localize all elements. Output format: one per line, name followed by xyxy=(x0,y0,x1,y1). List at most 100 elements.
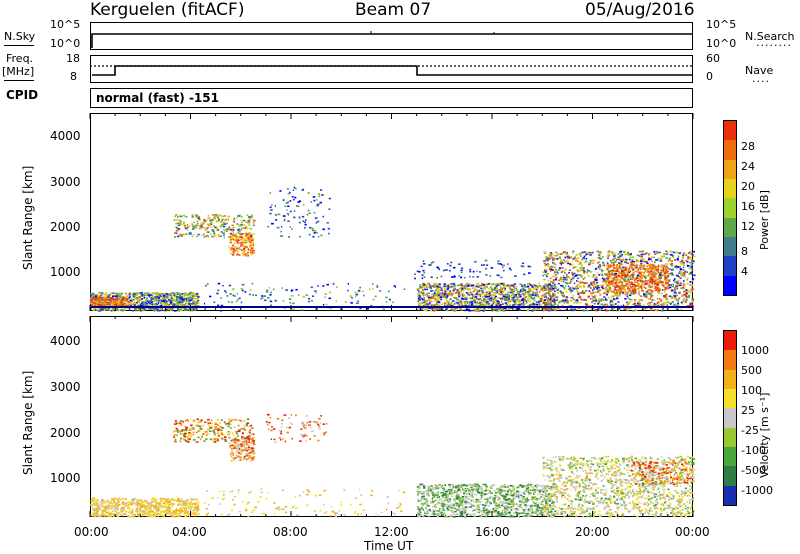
scatter-cell xyxy=(159,299,161,302)
scatter-cell xyxy=(105,294,107,296)
scatter-cell xyxy=(119,303,122,305)
scatter-cell xyxy=(675,264,678,267)
scatter-cell xyxy=(237,231,240,234)
scatter-cell xyxy=(458,263,461,265)
scatter-cell xyxy=(563,302,566,304)
scatter-cell xyxy=(509,269,512,271)
scatter-cell xyxy=(598,268,600,271)
scatter-cell xyxy=(460,271,463,274)
scatter-cell xyxy=(134,308,137,311)
scatter-cell xyxy=(572,276,575,278)
scatter-cell xyxy=(235,217,238,219)
scatter-cell xyxy=(175,219,178,221)
scatter-cell xyxy=(446,263,449,265)
scatter-cell xyxy=(563,275,565,277)
scatter-cell xyxy=(90,297,92,300)
scatter-cell xyxy=(608,284,611,286)
scatter-cell xyxy=(418,296,420,298)
scatter-cell xyxy=(471,294,474,296)
scatter-cell xyxy=(647,286,651,288)
scatter-cell xyxy=(430,290,434,292)
scatter-cell xyxy=(225,230,229,232)
scatter-cell xyxy=(318,235,320,238)
scatter-cell xyxy=(115,307,119,310)
scatter-cell xyxy=(687,255,690,258)
scatter-cell xyxy=(172,304,175,307)
scatter-cell xyxy=(249,241,252,244)
scatter-cell xyxy=(519,300,521,303)
scatter-cell xyxy=(236,253,239,256)
scatter-cell xyxy=(99,308,103,311)
scatter-cell xyxy=(251,237,254,240)
scatter-cell xyxy=(644,287,647,289)
scatter-cell xyxy=(468,304,471,307)
scatter-cell xyxy=(106,299,109,302)
scatter-cell xyxy=(135,302,138,304)
scatter-cell xyxy=(247,216,251,218)
scatter-cell xyxy=(648,252,651,255)
scatter-cell xyxy=(472,276,475,278)
scatter-cell xyxy=(507,263,509,265)
scatter-cell xyxy=(252,249,255,252)
scatter-cell xyxy=(522,304,524,307)
scatter-cell xyxy=(220,235,222,237)
scatter-cell xyxy=(535,285,539,287)
scatter-cell xyxy=(459,307,461,310)
scatter-cell xyxy=(242,245,245,247)
scatter-cell xyxy=(662,307,664,310)
scatter-cell xyxy=(622,266,625,268)
scatter-cell xyxy=(472,287,476,289)
scatter-cell xyxy=(143,296,146,299)
scatter-cell xyxy=(329,291,332,294)
scatter-cell xyxy=(687,296,690,298)
scatter-cell xyxy=(659,298,661,300)
scatter-cell xyxy=(499,285,502,288)
scatter-cell xyxy=(449,294,452,296)
scatter-cell xyxy=(99,299,101,302)
scatter-cell xyxy=(92,302,95,304)
scatter-cell xyxy=(423,293,426,295)
scatter-cell xyxy=(544,308,547,311)
scatter-cell xyxy=(205,235,208,237)
scatter-cell xyxy=(660,282,663,285)
scatter-cell xyxy=(482,264,486,266)
scatter-cell xyxy=(687,265,690,267)
scatter-cell xyxy=(245,225,247,228)
scatter-cell xyxy=(149,308,152,310)
scatter-cell xyxy=(640,265,642,268)
scatter-cell xyxy=(161,302,164,304)
scatter-cell xyxy=(561,294,564,296)
scatter-cell xyxy=(188,232,192,234)
scatter-cell xyxy=(692,260,695,262)
scatter-cell xyxy=(98,302,100,305)
scatter-cell xyxy=(609,299,612,302)
scatter-cell xyxy=(596,250,599,253)
scatter-cell xyxy=(682,284,684,286)
scatter-cell xyxy=(603,292,606,295)
scatter-cell xyxy=(232,224,234,227)
scatter-cell xyxy=(520,303,522,305)
scatter-cell xyxy=(177,292,180,294)
scatter-cell xyxy=(534,294,537,297)
scatter-cell xyxy=(674,259,677,261)
scatter-cell xyxy=(194,309,196,311)
power-heatmap xyxy=(89,113,696,312)
scatter-cell xyxy=(650,296,652,298)
scatter-cell xyxy=(549,298,553,300)
scatter-cell xyxy=(586,302,588,305)
scatter-cell xyxy=(287,220,290,222)
scatter-cell xyxy=(550,300,553,303)
scatter-cell xyxy=(562,295,565,297)
scatter-cell xyxy=(192,302,195,305)
scatter-cell xyxy=(445,269,448,271)
scatter-cell xyxy=(613,293,617,295)
scatter-cell xyxy=(493,297,496,299)
scatter-cell xyxy=(161,296,164,299)
scatter-cell xyxy=(231,301,234,304)
scatter-cell xyxy=(445,309,449,312)
scatter-cell xyxy=(115,295,118,298)
scatter-cell xyxy=(174,232,176,234)
scatter-cell xyxy=(544,264,547,267)
scatter-cell xyxy=(221,220,224,222)
scatter-cell xyxy=(196,223,199,225)
